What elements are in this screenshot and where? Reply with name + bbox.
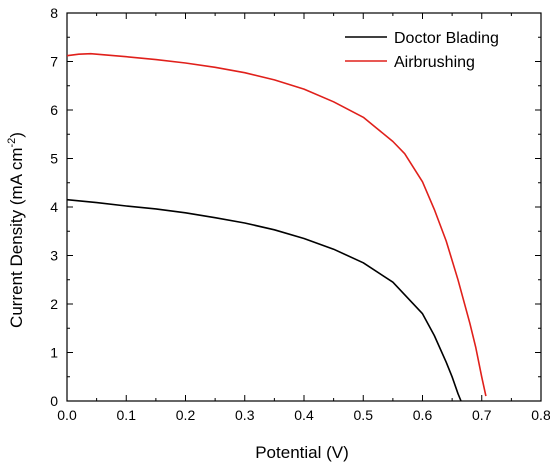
y-tick-label: 1 [50,345,58,361]
y-tick-label: 4 [50,199,58,215]
y-tick-label: 2 [50,296,58,312]
y-tick-label: 0 [50,393,58,409]
legend-label-airbrushing: Airbrushing [394,54,475,71]
x-tick-label: 0.6 [413,407,433,423]
y-tick-label: 5 [50,151,58,167]
x-tick-label: 0.0 [57,407,77,423]
y-tick-label: 8 [50,5,58,21]
y-axis-title: Current Density (mA cm-2) [6,132,26,328]
x-axis: 0.0 0.1 0.2 0.3 0.4 0.5 0.6 0.7 0.8 [57,13,550,423]
y-tick-label: 3 [50,248,58,264]
series-line-doctor-blading [66,198,462,402]
y-axis-title-main: Current Density (mA cm [7,148,26,328]
y-tick-label: 6 [50,102,58,118]
y-axis-title-close: ) [7,132,26,138]
x-tick-label: 0.1 [117,407,137,423]
x-tick-label: 0.7 [472,407,492,423]
x-tick-label: 0.8 [531,407,550,423]
x-tick-label: 0.5 [354,407,374,423]
legend-label-doctor-blading: Doctor Blading [394,30,499,47]
x-axis-title: Potential (V) [255,443,349,462]
x-tick-label: 0.4 [294,407,314,423]
series-line-airbrushing [66,52,487,397]
x-tick-label: 0.2 [176,407,196,423]
legend: Doctor Blading Airbrushing [345,30,499,71]
x-tick-label: 0.3 [235,407,255,423]
y-axis: 0 1 2 3 4 5 6 7 8 [50,5,541,409]
y-axis-title-superscript: -2 [6,138,18,148]
y-tick-label: 7 [50,54,58,70]
series-layer [66,52,487,402]
